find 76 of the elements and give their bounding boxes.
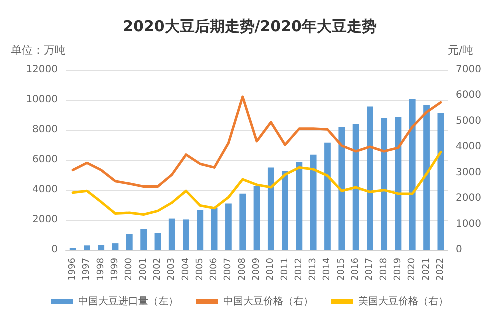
bar (84, 246, 90, 250)
legend-label: 美国大豆价格（右） (358, 296, 448, 308)
y2-tick-label: 1000 (456, 218, 482, 230)
x-tick-label: 2020 (408, 258, 418, 281)
x-tick-label: 2004 (181, 258, 192, 281)
bar (254, 186, 260, 250)
y2-tick-label: 2000 (456, 193, 482, 204)
y-tick-label: 10000 (26, 94, 58, 106)
bar (409, 100, 416, 250)
y2-tick-label: 4000 (456, 142, 482, 153)
bar (381, 118, 388, 250)
y-axis-title: 单位：万吨 (11, 44, 66, 57)
y-tick-label: 4000 (32, 184, 58, 196)
bar (268, 168, 274, 250)
x-tick-label: 2010 (266, 258, 276, 281)
bar (98, 245, 105, 250)
legend-label: 中国大豆价格（右） (224, 296, 314, 308)
bar (424, 105, 430, 250)
y-tick-label: 0 (52, 244, 58, 256)
y-tick-label: 6000 (32, 154, 58, 166)
bar (183, 220, 190, 250)
x-tick-label: 2018 (379, 258, 390, 281)
x-tick-label: 2009 (252, 258, 262, 281)
x-tick-label: 2003 (167, 258, 178, 281)
y-tick-label: 2000 (32, 214, 58, 226)
x-tick-label: 2021 (422, 258, 432, 281)
bar (310, 154, 317, 250)
x-tick-label: 2007 (224, 258, 234, 281)
line-series (72, 151, 442, 216)
chart-title: 2020大豆后期走势/2020年大豆走势 (123, 18, 377, 36)
line-series (72, 96, 442, 188)
x-tick-label: 2019 (393, 258, 404, 281)
bar (395, 117, 402, 250)
legend-label: 中国大豆进口量（左） (78, 296, 178, 308)
x-tick-label: 2015 (336, 258, 347, 281)
bar (211, 208, 218, 250)
bar (126, 234, 133, 250)
x-tick-label: 2016 (351, 258, 362, 281)
bar (197, 210, 204, 250)
x-tick-label: 2001 (138, 258, 149, 281)
y2-tick-label: 0 (456, 244, 462, 256)
y2-tick-label: 5000 (456, 116, 482, 127)
x-tick-label: 2000 (124, 258, 135, 281)
x-tick-label: 2008 (238, 258, 248, 281)
bar (296, 162, 303, 250)
bar (154, 233, 162, 250)
x-tick-label: 1996 (68, 258, 78, 281)
y2-tick-label: 3000 (456, 167, 482, 178)
bar (352, 124, 360, 250)
x-tick-label: 2022 (436, 258, 446, 281)
y2-axis-title: 元/吨 (448, 44, 474, 57)
bar (367, 106, 374, 250)
bar (324, 142, 331, 250)
y-tick-label: 12000 (26, 64, 58, 76)
x-tick-label: 2013 (308, 258, 319, 281)
y2-tick-label: 6000 (456, 90, 482, 102)
x-tick-label: 1999 (110, 258, 121, 281)
x-tick-label: 2012 (294, 258, 304, 281)
bar (438, 113, 444, 250)
y-tick-label: 8000 (32, 124, 58, 136)
bar (112, 244, 119, 250)
x-tick-label: 2006 (210, 258, 220, 281)
bar (282, 171, 288, 250)
x-tick-label: 2005 (195, 258, 206, 281)
bar (168, 218, 176, 250)
x-tick-label: 2017 (365, 258, 376, 281)
x-tick-label: 2002 (152, 258, 163, 281)
y2-tick-label: 7000 (456, 64, 482, 76)
bar (140, 229, 147, 250)
x-tick-label: 2011 (280, 258, 290, 281)
x-tick-label: 2014 (322, 258, 333, 281)
bar (338, 127, 346, 250)
x-tick-label: 1997 (82, 258, 92, 281)
bar (226, 204, 232, 250)
x-tick-label: 1998 (96, 258, 106, 281)
bar (240, 194, 246, 250)
